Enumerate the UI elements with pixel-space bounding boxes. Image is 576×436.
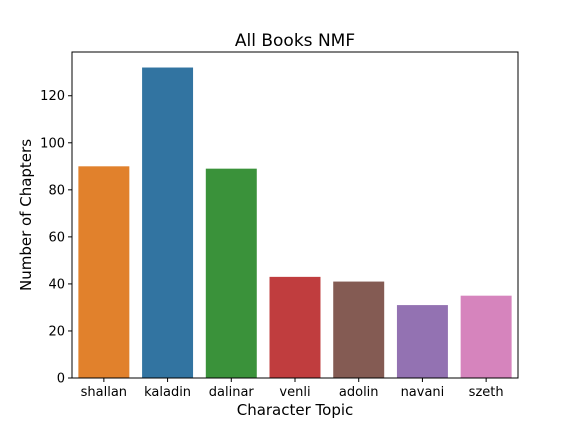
x-tick-label: szeth bbox=[469, 385, 504, 400]
y-tick-label: 40 bbox=[48, 277, 65, 292]
x-tick-label: kaladin bbox=[144, 385, 191, 400]
x-tick-label: venli bbox=[279, 385, 310, 400]
bars-group bbox=[78, 67, 512, 379]
bar-shallan bbox=[78, 166, 130, 378]
x-tick-label: shallan bbox=[81, 385, 127, 400]
y-axis-label: Number of Chapters bbox=[17, 139, 35, 291]
x-tick-label: navani bbox=[401, 385, 445, 400]
bar-kaladin bbox=[142, 67, 194, 379]
bar-navani bbox=[396, 305, 448, 378]
bar-adolin bbox=[333, 281, 385, 378]
bar-szeth bbox=[460, 295, 512, 378]
x-axis-ticks: shallan kaladin dalinar venli adolin navani sz… bbox=[81, 378, 504, 400]
chart-title: All Books NMF bbox=[235, 31, 355, 51]
y-tick-label: 80 bbox=[48, 183, 65, 198]
y-tick-label: 0 bbox=[57, 372, 65, 387]
y-tick-label: 100 bbox=[40, 136, 65, 151]
x-tick-label: adolin bbox=[339, 385, 379, 400]
y-tick-label: 20 bbox=[48, 324, 65, 339]
x-tick-label: dalinar bbox=[209, 385, 255, 400]
y-axis-ticks: 0 20 40 60 80 100 120 bbox=[40, 89, 72, 387]
x-axis-label: Character Topic bbox=[237, 401, 354, 419]
y-tick-label: 60 bbox=[48, 230, 65, 245]
bar-venli bbox=[269, 276, 321, 378]
bar-dalinar bbox=[205, 168, 257, 378]
plot-area-frame bbox=[71, 51, 519, 379]
y-tick-label: 120 bbox=[40, 89, 65, 104]
